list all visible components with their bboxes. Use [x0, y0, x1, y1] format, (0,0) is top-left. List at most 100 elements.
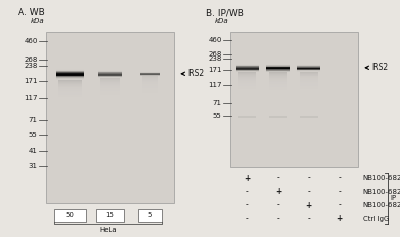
Bar [236, 66, 259, 67]
Bar [236, 67, 259, 68]
Bar [238, 87, 256, 88]
Bar [269, 74, 287, 75]
Bar [98, 69, 122, 70]
Bar [238, 76, 256, 77]
Bar [300, 76, 318, 77]
Bar [297, 64, 320, 65]
Bar [98, 73, 122, 74]
Bar [238, 88, 256, 89]
Bar [266, 66, 290, 67]
Bar [100, 83, 120, 84]
Bar [56, 70, 84, 71]
Bar [100, 79, 120, 80]
Bar [266, 66, 290, 67]
Bar [236, 64, 259, 65]
Text: IP: IP [390, 195, 396, 201]
Text: -: - [338, 201, 341, 210]
Bar [300, 75, 318, 76]
Bar [58, 80, 82, 81]
Bar [236, 68, 259, 69]
Bar [297, 68, 320, 69]
Bar [300, 73, 318, 74]
Bar [58, 86, 82, 87]
Bar [238, 78, 256, 79]
Text: 117: 117 [24, 95, 38, 101]
Bar [142, 85, 158, 86]
Bar [266, 65, 290, 66]
Bar [142, 81, 158, 82]
Bar [297, 65, 320, 66]
Bar [58, 87, 82, 88]
Text: IRS2: IRS2 [371, 63, 388, 72]
Bar [238, 83, 256, 84]
Text: 171: 171 [24, 78, 38, 84]
Bar [297, 66, 320, 67]
Bar [266, 68, 290, 69]
Text: 238: 238 [208, 56, 222, 62]
Bar [266, 72, 290, 73]
Text: kDa: kDa [30, 18, 44, 24]
Text: IRS2: IRS2 [187, 69, 204, 78]
Bar [297, 70, 320, 71]
Text: 15: 15 [106, 212, 114, 218]
Bar [300, 83, 318, 84]
Bar [236, 65, 259, 66]
Bar [300, 80, 318, 81]
Bar [266, 63, 290, 64]
Bar [56, 74, 84, 75]
Bar [238, 81, 256, 82]
Bar [46, 32, 174, 203]
Bar [56, 72, 84, 73]
Bar [58, 84, 82, 85]
Text: A. WB: A. WB [18, 8, 45, 17]
Text: 5: 5 [148, 212, 152, 218]
Bar [98, 69, 122, 70]
Text: HeLa: HeLa [99, 227, 117, 233]
Bar [266, 70, 290, 71]
Bar [58, 95, 82, 96]
Bar [100, 93, 120, 94]
Bar [269, 81, 287, 82]
Bar [58, 96, 82, 97]
Bar [300, 84, 318, 85]
Bar [238, 84, 256, 85]
Text: 460: 460 [24, 38, 38, 44]
Bar [58, 83, 82, 84]
Bar [58, 89, 82, 90]
Bar [56, 77, 84, 78]
Bar [58, 92, 82, 93]
Bar [269, 77, 287, 78]
Text: -: - [338, 187, 341, 196]
Text: +: + [275, 187, 281, 196]
Bar [56, 69, 84, 70]
Bar [98, 71, 122, 72]
Bar [269, 83, 287, 84]
Text: -: - [246, 201, 248, 210]
Bar [269, 75, 287, 76]
Text: 268: 268 [208, 51, 222, 57]
Bar [266, 64, 290, 65]
Bar [236, 70, 259, 71]
Text: +: + [306, 201, 312, 210]
Bar [142, 77, 158, 78]
Bar [300, 82, 318, 83]
Bar [56, 68, 84, 69]
Text: 50: 50 [66, 212, 74, 218]
Bar [236, 67, 259, 68]
Bar [56, 77, 84, 78]
Bar [300, 78, 318, 79]
Bar [100, 94, 120, 95]
Text: -: - [277, 214, 279, 223]
Text: NB100-68242: NB100-68242 [363, 175, 400, 181]
Bar [236, 70, 259, 71]
Bar [269, 89, 287, 90]
Bar [269, 87, 287, 88]
Bar [100, 88, 120, 89]
Text: 41: 41 [29, 148, 38, 154]
Bar [56, 69, 84, 70]
Bar [300, 74, 318, 75]
Bar [142, 84, 158, 85]
Text: 268: 268 [24, 57, 38, 63]
Bar [300, 85, 318, 86]
Bar [58, 88, 82, 89]
